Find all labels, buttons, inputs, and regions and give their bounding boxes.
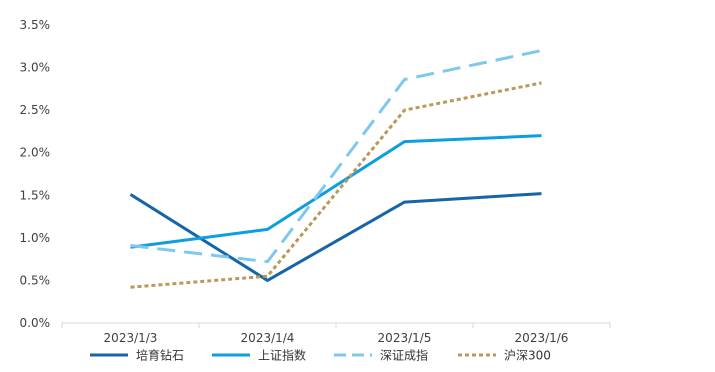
legend-label-2: 上证指数 [258, 348, 306, 363]
series-line-1 [129, 192, 542, 282]
y-tick-label: 3.5% [20, 18, 51, 32]
series-line-4 [130, 81, 542, 289]
x-tick-label: 2023/1/4 [241, 331, 295, 345]
y-tick-label: 1.5% [20, 188, 51, 202]
y-tick-label: 1.0% [20, 231, 51, 245]
legend-label-4: 沪深300 [504, 349, 551, 363]
y-tick-label: 2.0% [20, 146, 51, 160]
series-line-3 [130, 49, 542, 264]
x-tick-label: 2023/1/3 [104, 331, 158, 345]
legend: 培育钻石 上证指数 深证成指 沪深300 [90, 348, 551, 363]
y-tick-label: 2.5% [20, 103, 51, 117]
y-axis-labels: 0.0% 0.5% 1.0% 1.5% 2.0% 2.5% 3.0% 3.5% [20, 18, 51, 330]
series-lines [129, 49, 542, 289]
legend-label-1: 培育钻石 [136, 348, 184, 363]
x-tick-label: 2023/1/6 [515, 331, 569, 345]
x-axis-labels: 2023/1/3 2023/1/4 2023/1/5 2023/1/6 [104, 331, 569, 345]
y-tick-label: 0.0% [20, 316, 51, 330]
y-tick-label: 0.5% [20, 273, 51, 287]
legend-label-3: 深证成指 [380, 348, 428, 363]
x-tick-label: 2023/1/5 [378, 331, 432, 345]
y-tick-label: 3.0% [20, 61, 51, 75]
series-line-2 [130, 134, 542, 249]
chart-axes [61, 322, 611, 328]
